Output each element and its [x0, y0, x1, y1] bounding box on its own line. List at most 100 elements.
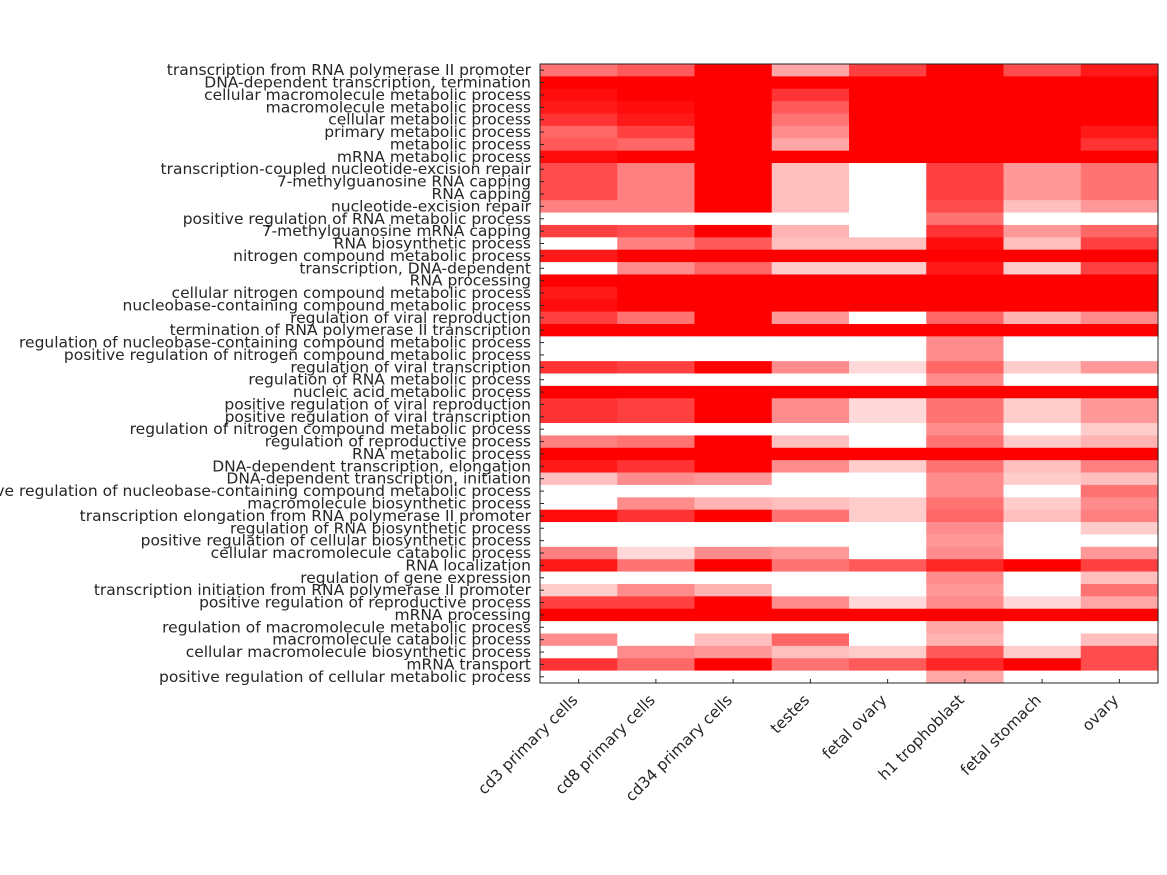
heatmap-cell — [849, 559, 927, 573]
heatmap-cell — [540, 608, 618, 622]
heatmap-cell — [694, 447, 773, 461]
heatmap-cell — [694, 460, 773, 474]
plot-frame — [539, 63, 1159, 684]
heatmap-cell — [1080, 150, 1159, 164]
row-label: regulation of macromolecule metabolic pr… — [162, 618, 531, 636]
heatmap-cell — [1080, 200, 1159, 214]
heatmap-cell — [771, 447, 850, 461]
heatmap-cell — [1003, 348, 1082, 362]
heatmap-cell — [1003, 410, 1082, 424]
heatmap-cell — [926, 583, 1005, 597]
row-label: nucleobase-containing compound metabolic… — [123, 296, 531, 314]
heatmap-cell — [849, 621, 927, 635]
row-label: positive regulation of nucleobase-contai… — [0, 482, 531, 500]
heatmap-cell — [926, 571, 1005, 585]
heatmap-cell — [540, 472, 618, 486]
column-label: fetal ovary — [819, 691, 891, 763]
heatmap-cell — [1003, 583, 1082, 597]
heatmap-cell — [1003, 113, 1082, 127]
heatmap-cell — [849, 224, 927, 238]
heatmap-cell — [617, 138, 696, 152]
heatmap-cell — [617, 670, 696, 684]
heatmap-cell — [694, 150, 773, 164]
heatmap-cell — [771, 633, 850, 647]
heatmap-cell — [926, 398, 1005, 412]
row-label: metabolic process — [390, 135, 531, 153]
heatmap-cell — [849, 187, 927, 201]
heatmap-cell — [771, 385, 850, 399]
heatmap-cell — [694, 311, 773, 325]
heatmap-cell — [771, 509, 850, 523]
heatmap-cell — [694, 224, 773, 238]
heatmap-cell — [926, 187, 1005, 201]
heatmap-cell — [849, 64, 927, 77]
heatmap-cell — [926, 447, 1005, 461]
heatmap-cell — [617, 187, 696, 201]
row-label: RNA processing — [410, 272, 531, 290]
heatmap-cell — [1080, 336, 1159, 350]
heatmap-cell — [1003, 101, 1082, 115]
heatmap-cell — [1003, 299, 1082, 313]
heatmap-cell — [1080, 373, 1159, 387]
heatmap-cell — [1080, 398, 1159, 412]
heatmap-cell — [849, 262, 927, 276]
heatmap-cell — [771, 125, 850, 139]
heatmap-cell — [849, 435, 927, 449]
heatmap-cell — [540, 484, 618, 498]
heatmap-cell — [926, 361, 1005, 375]
heatmap-cell — [617, 509, 696, 523]
heatmap-cell — [1080, 299, 1159, 313]
row-label: primary metabolic process — [324, 123, 531, 141]
heatmap-cell — [1003, 64, 1082, 77]
heatmap-cell — [1080, 187, 1159, 201]
heatmap-cell — [1003, 435, 1082, 449]
heatmap-cell — [1080, 658, 1159, 672]
heatmap-cell — [771, 645, 850, 659]
heatmap-cell — [540, 64, 618, 77]
heatmap-cell — [694, 621, 773, 635]
heatmap-cell — [771, 497, 850, 511]
heatmap-cell — [694, 522, 773, 536]
heatmap-cell — [694, 546, 773, 560]
heatmap-cell — [1080, 286, 1159, 300]
heatmap-cell — [540, 509, 618, 523]
heatmap-cell — [1003, 286, 1082, 300]
heatmap-cell — [694, 534, 773, 548]
heatmap-cell — [1003, 373, 1082, 387]
heatmap-cell — [540, 113, 618, 127]
heatmap-cell — [540, 76, 618, 90]
heatmap-cell — [771, 596, 850, 610]
heatmap-cell — [1003, 509, 1082, 523]
heatmap-cell — [926, 200, 1005, 214]
heatmap-cell — [694, 497, 773, 511]
heatmap-cell — [540, 336, 618, 350]
heatmap-cell — [926, 348, 1005, 362]
heatmap-cell — [926, 645, 1005, 659]
heatmap-cell — [617, 645, 696, 659]
heatmap-cell — [1080, 571, 1159, 585]
heatmap-cell — [617, 237, 696, 251]
heatmap-cell — [1080, 113, 1159, 127]
heatmap-cell — [771, 76, 850, 90]
row-label: transcription initiation from RNA polyme… — [94, 581, 532, 599]
heatmap-cell — [540, 522, 618, 536]
heatmap-cell — [694, 645, 773, 659]
heatmap-cell — [540, 423, 618, 436]
heatmap-cell — [540, 187, 618, 201]
heatmap-cell — [849, 385, 927, 399]
heatmap-cell — [849, 212, 927, 226]
heatmap-cell — [849, 670, 927, 684]
heatmap-cell — [617, 323, 696, 337]
heatmap-cell — [849, 163, 927, 177]
row-label: regulation of gene expression — [300, 569, 531, 587]
column-label: ovary — [1079, 691, 1123, 735]
heatmap-cell — [1003, 224, 1082, 238]
heatmap-cell — [1080, 311, 1159, 325]
heatmap-cell — [617, 336, 696, 350]
heatmap-cell — [1080, 559, 1159, 573]
heatmap-cell — [849, 423, 927, 436]
heatmap-cell — [926, 125, 1005, 139]
heatmap-cell — [540, 138, 618, 152]
heatmap-cell — [540, 373, 618, 387]
heatmap-cell — [771, 658, 850, 672]
